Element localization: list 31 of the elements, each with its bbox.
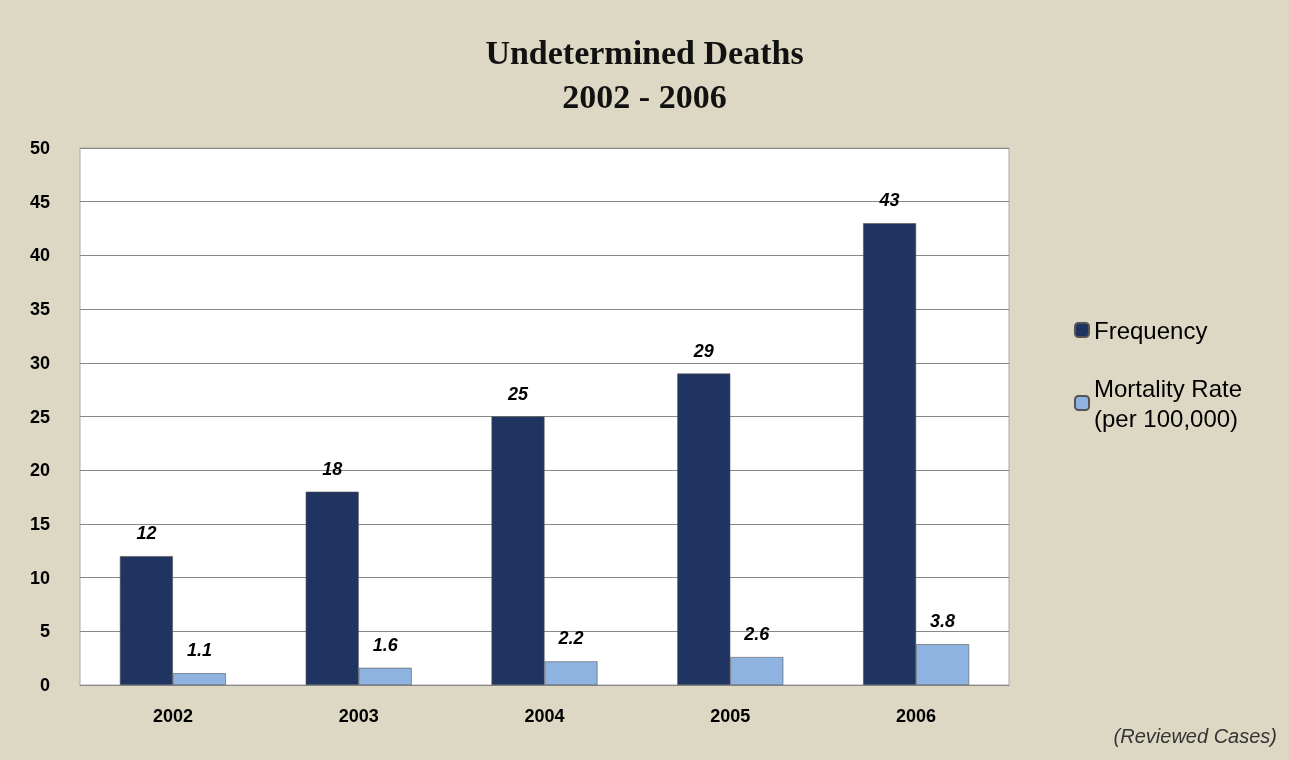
x-tick-label: 2002 xyxy=(152,706,193,726)
data-label: 29 xyxy=(692,340,714,361)
data-label: 1.1 xyxy=(186,640,212,661)
data-label: 43 xyxy=(878,190,900,211)
legend-label: Mortality Rate (per 100,000) xyxy=(1094,374,1249,432)
y-tick-label: 40 xyxy=(29,245,50,266)
y-tick-label: 15 xyxy=(29,513,50,534)
y-tick-label: 50 xyxy=(29,138,50,158)
data-label: 2.6 xyxy=(743,624,771,645)
chart-title: Undetermined Deaths xyxy=(485,33,804,71)
x-tick-label: 2003 xyxy=(338,706,379,726)
data-label: 3.8 xyxy=(930,611,956,632)
y-tick-label: 25 xyxy=(29,406,50,427)
data-label: 25 xyxy=(506,383,529,404)
x-tick-label: 2005 xyxy=(710,706,751,726)
text: (Reviewed Cases) xyxy=(1113,725,1277,747)
data-label: 1.6 xyxy=(372,634,399,655)
data-label: 18 xyxy=(322,458,343,479)
data-label: 2.2 xyxy=(557,628,584,649)
chart-subtitle: 2002 - 2006 xyxy=(562,77,727,115)
y-tick-label: 30 xyxy=(29,352,50,373)
y-tick-label: 35 xyxy=(29,299,50,320)
x-tick-label: 2006 xyxy=(896,706,937,726)
data-label: 12 xyxy=(136,523,157,544)
legend-label: Frequency xyxy=(1094,316,1208,344)
y-tick-label: 5 xyxy=(39,621,50,642)
y-tick-label: 10 xyxy=(29,567,50,588)
y-tick-label: 0 xyxy=(39,675,50,695)
x-tick-label: 2004 xyxy=(524,706,565,726)
y-tick-label: 45 xyxy=(29,191,50,212)
y-tick-label: 20 xyxy=(29,460,50,481)
